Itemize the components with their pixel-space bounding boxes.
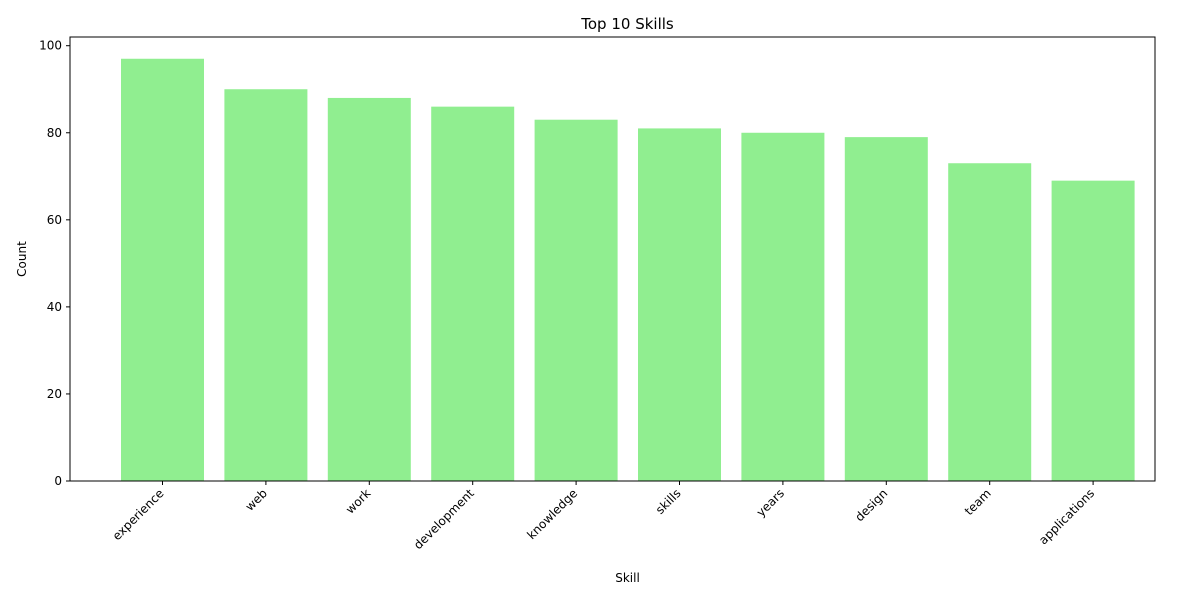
bar-work [327, 97, 411, 481]
bar-web [224, 89, 308, 482]
bar-team [948, 163, 1032, 482]
chart-title: Top 10 Skills [580, 15, 674, 33]
y-tick-label: 20 [47, 387, 62, 401]
bar-knowledge [534, 119, 618, 482]
y-axis-ticks: 0 20 40 60 80 100 [39, 39, 70, 488]
y-tick-label: 100 [39, 39, 62, 53]
y-axis-label: Count [15, 241, 29, 277]
x-axis-label: Skill [615, 571, 640, 585]
plot-area-frame [69, 36, 1156, 482]
y-tick-label: 40 [47, 300, 62, 314]
bar-development [431, 106, 515, 482]
bars-group [121, 58, 1135, 482]
bar-applications [1051, 180, 1135, 481]
bar-skills [638, 128, 721, 481]
y-tick-label: 80 [47, 126, 62, 140]
bar-years [741, 132, 825, 481]
y-tick-label: 0 [54, 474, 62, 488]
bar-experience [121, 58, 204, 481]
bar-design [844, 137, 928, 481]
y-tick-label: 60 [47, 213, 62, 227]
